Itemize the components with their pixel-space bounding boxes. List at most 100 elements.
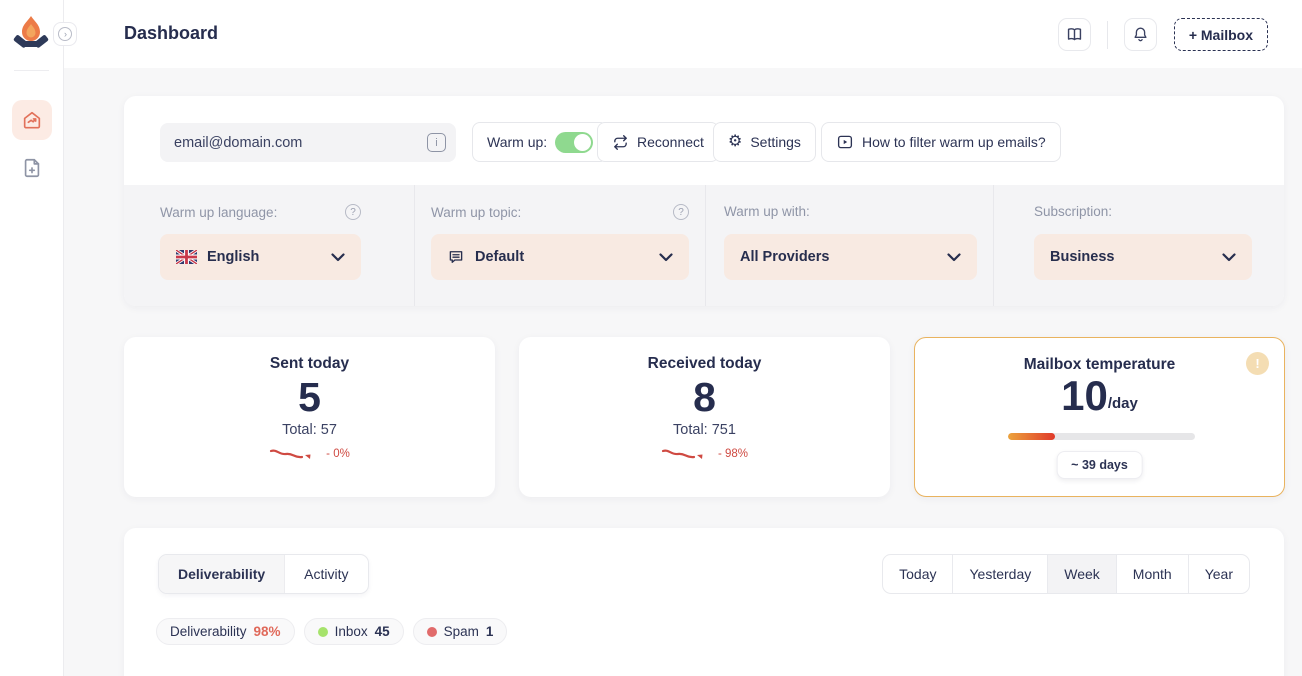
range-week[interactable]: Week [1047,555,1116,593]
sent-today-card: Sent today 5 Total: 57 - 0% [124,337,495,497]
spam-badge[interactable]: Spam 1 [413,618,508,645]
range-yesterday[interactable]: Yesterday [952,555,1047,593]
home-trend-icon [21,109,43,131]
language-value: English [207,249,259,265]
analytics-panel: Deliverability Activity Today Yesterday … [124,528,1284,676]
temperature-value: 10 [1061,374,1108,418]
range-today[interactable]: Today [883,555,952,593]
chevron-right-icon: › [58,27,72,41]
top-header: Dashboard + Mailbox [64,0,1302,68]
range-year[interactable]: Year [1188,555,1249,593]
select-column-language: Warm up language: ? [124,185,414,306]
reconnect-button[interactable]: Reconnect [597,122,719,162]
uk-flag-icon [176,250,197,264]
subscription-label: Subscription: [1034,204,1112,219]
subscription-value: Business [1050,249,1212,265]
file-plus-icon [21,157,43,179]
video-icon [836,133,854,151]
select-column-providers: Warm up with: All Providers [705,185,993,306]
subscription-select[interactable]: Business [1034,234,1252,280]
tab-deliverability[interactable]: Deliverability [159,555,285,593]
select-column-subscription: Subscription: Business [993,185,1284,306]
providers-value: All Providers [740,249,937,265]
deliverability-badge[interactable]: Deliverability 98% [156,618,295,645]
gear-icon: ⚙ [728,134,742,150]
warmup-options-band: Warm up language: ? [124,185,1284,306]
warmup-panel: i Warm up: Reconnect ⚙ Settings [124,96,1284,306]
sidebar-item-dashboard[interactable] [12,100,52,140]
sidebar: › [0,0,64,676]
badge-value: 1 [486,624,494,639]
topic-value: Default [475,249,524,265]
select-column-topic: Warm up topic: ? Default [414,185,705,306]
app-logo-campfire-icon[interactable] [13,14,49,54]
inbox-badge[interactable]: Inbox 45 [304,618,404,645]
trend-down-icon [269,446,321,462]
warmup-toggle-label: Warm up: [487,134,547,150]
email-field[interactable]: i [160,123,456,162]
chevron-down-icon [947,253,961,262]
warning-icon[interactable]: ! [1246,352,1269,375]
stat-title: Sent today [124,355,495,373]
badge-value: 45 [375,624,390,639]
tab-activity[interactable]: Activity [285,555,367,593]
sidebar-divider [14,70,49,71]
main-content: i Warm up: Reconnect ⚙ Settings [64,68,1302,676]
bell-icon [1131,25,1150,44]
chevron-down-icon [331,253,345,262]
help-icon[interactable]: ? [673,204,689,220]
notifications-button[interactable] [1124,18,1157,51]
stat-total: Total: 751 [519,422,890,438]
legend-badges: Deliverability 98% Inbox 45 Spam 1 [156,618,507,645]
providers-label: Warm up with: [724,204,810,219]
trend-down-icon [661,446,713,462]
days-remaining-badge[interactable]: ~ 39 days [1056,451,1143,479]
info-icon[interactable]: i [427,133,446,152]
trend-label: - 98% [718,448,748,460]
help-icon[interactable]: ? [345,204,361,220]
chevron-down-icon [659,253,673,262]
providers-select[interactable]: All Providers [724,234,977,280]
reconnect-label: Reconnect [637,134,704,150]
panel-tabs: Deliverability Activity [158,554,369,594]
settings-button[interactable]: ⚙ Settings [713,122,816,162]
filter-help-label: How to filter warm up emails? [862,134,1046,150]
temperature-progress-track [1008,433,1195,440]
time-range-selector: Today Yesterday Week Month Year [882,554,1250,594]
language-select[interactable]: English [160,234,361,280]
badge-label: Inbox [335,624,368,639]
topic-label: Warm up topic: [431,205,521,220]
book-icon [1065,25,1084,44]
warmup-toggle-control[interactable]: Warm up: [472,122,608,162]
green-dot-icon [318,627,328,637]
reconnect-icon [612,134,629,151]
sidebar-collapse-button[interactable]: › [53,22,77,46]
red-dot-icon [427,627,437,637]
topic-select[interactable]: Default [431,234,689,280]
stat-title: Received today [519,355,890,373]
sidebar-item-new-document[interactable] [12,148,52,188]
temperature-progress-fill [1008,433,1055,440]
header-separator [1107,21,1108,49]
chevron-down-icon [1222,253,1236,262]
badge-value: 98% [254,624,281,639]
badge-label: Spam [444,624,479,639]
received-today-card: Received today 8 Total: 751 - 98% [519,337,890,497]
page-title: Dashboard [124,23,218,44]
email-input[interactable] [174,135,427,151]
warmup-toggle-switch[interactable] [555,132,593,153]
filter-help-button[interactable]: How to filter warm up emails? [821,122,1061,162]
mailbox-temperature-card: ! Mailbox temperature 10 /day ~ 39 days [914,337,1285,497]
range-month[interactable]: Month [1116,555,1188,593]
trend-label: - 0% [326,448,350,460]
docs-button[interactable] [1058,18,1091,51]
temperature-unit: /day [1108,395,1138,418]
stat-total: Total: 57 [124,422,495,438]
stat-value: 8 [519,375,890,420]
language-label: Warm up language: [160,205,277,220]
badge-label: Deliverability [170,624,247,639]
settings-label: Settings [750,134,801,150]
add-mailbox-button[interactable]: + Mailbox [1174,18,1268,51]
chat-icon [447,248,465,266]
stat-value: 5 [124,375,495,420]
